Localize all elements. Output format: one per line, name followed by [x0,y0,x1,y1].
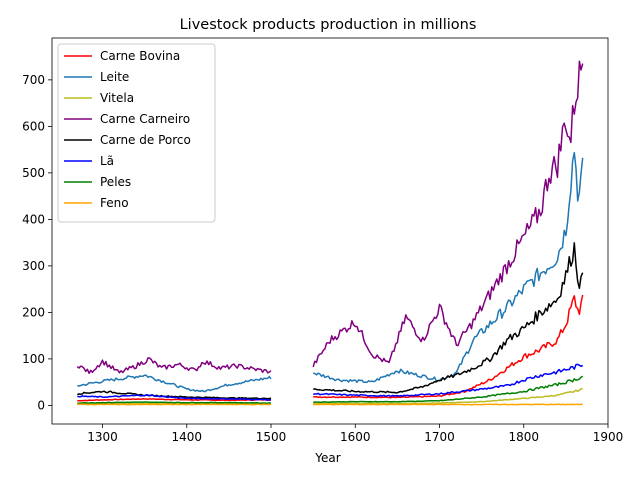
legend-label: Carne Carneiro [100,112,190,126]
legend-label: Carne Bovina [100,49,180,63]
series-line-vitela-segment-2 [313,388,583,405]
y-tick-label: 200 [22,305,45,319]
x-tick-label: 1400 [172,430,203,444]
y-tick-label: 700 [22,73,45,87]
y-tick-label: 300 [22,259,45,273]
series-line-peles-segment-1 [77,401,272,405]
legend-label: Vitela [100,91,134,105]
legend-box [57,43,216,223]
legend-label: Lã [100,154,114,168]
legend-label: Feno [100,196,129,210]
x-tick-label: 1800 [508,430,539,444]
plot-frame [51,37,609,425]
x-tick-label: 1900 [593,430,624,444]
legend-label: Peles [100,175,131,189]
x-axis-label: Year [314,451,340,465]
y-tick-label: 400 [22,212,45,226]
series-line-lã-segment-1 [77,394,272,401]
series-line-carne-bovina-segment-1 [77,397,271,402]
series-line-peles-segment-2 [313,375,584,404]
series-line-lã-segment-2 [313,363,584,398]
y-tick-label: 600 [22,119,45,133]
legend-label: Carne de Porco [100,133,191,147]
y-tick-label: 100 [22,352,45,366]
series-line-carne-carneiro-segment-1 [76,357,272,375]
x-tick-label: 1700 [424,430,455,444]
chart-title: Livestock products production in million… [180,17,477,33]
series-line-carne-carneiro-segment-2 [312,60,584,368]
legend-label: Leite [100,70,129,84]
series-line-leite-segment-1 [77,374,272,393]
series-line-feno-segment-2 [313,403,583,406]
x-tick-label: 1300 [87,430,118,444]
series-line-carne-de-porco-segment-2 [312,242,584,394]
x-tick-label: 1600 [340,430,371,444]
series-line-carne-bovina-segment-2 [313,294,584,399]
x-tick-label: 1500 [256,430,287,444]
series-line-feno-segment-1 [77,403,272,406]
y-tick-label: 500 [22,166,45,180]
y-tick-label: 0 [37,398,45,412]
